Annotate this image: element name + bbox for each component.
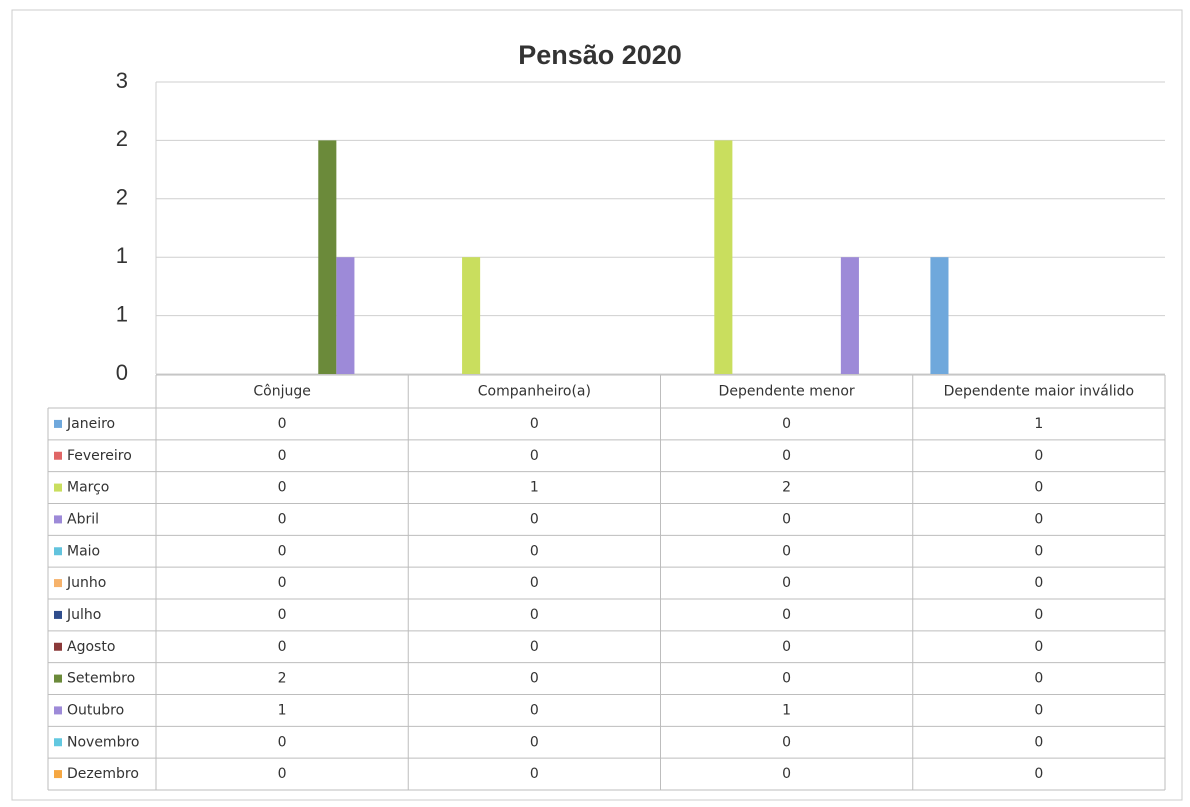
legend-swatch: [54, 610, 62, 619]
x-tick-label: Companheiro(a): [478, 384, 591, 400]
x-tick-label: Dependente maior inválido: [944, 384, 1134, 400]
table-value: 0: [1034, 671, 1043, 687]
legend-swatch: [54, 770, 62, 779]
y-tick-label: 1: [116, 301, 128, 326]
table-value: 0: [530, 734, 539, 750]
legend-swatch: [54, 483, 62, 492]
x-tick-label: Dependente menor: [719, 384, 855, 400]
bar: [930, 257, 949, 374]
table-value: 0: [278, 480, 287, 496]
legend-swatch: [54, 706, 62, 715]
bar: [318, 140, 337, 374]
table-value: 0: [782, 639, 791, 655]
table-value: 0: [1034, 607, 1043, 623]
legend-label: Novembro: [67, 734, 139, 750]
table-value: 0: [278, 734, 287, 750]
bar: [336, 257, 355, 374]
table-value: 0: [530, 702, 539, 718]
legend-label: Março: [67, 480, 109, 496]
table-value: 0: [530, 671, 539, 687]
table-value: 0: [278, 766, 287, 782]
table-value: 0: [782, 607, 791, 623]
y-tick-label: 2: [116, 185, 128, 210]
legend-label: Fevereiro: [67, 448, 132, 464]
table-value: 0: [530, 511, 539, 527]
table-value: 1: [278, 702, 287, 718]
y-tick-label: 1: [116, 243, 128, 268]
table-value: 0: [1034, 448, 1043, 464]
table-value: 0: [1034, 639, 1043, 655]
table-value: 0: [278, 448, 287, 464]
chart-frame: [11, 9, 1183, 801]
table-value: 0: [530, 448, 539, 464]
legend-label: Maio: [67, 543, 100, 559]
table-value: 0: [1034, 766, 1043, 782]
y-tick-label: 3: [116, 68, 128, 93]
legend-label: Janeiro: [66, 416, 115, 432]
legend-swatch: [54, 674, 62, 683]
table-value: 0: [1034, 702, 1043, 718]
legend-label: Abril: [67, 511, 99, 527]
table-value: 0: [1034, 543, 1043, 559]
table-value: 1: [1034, 416, 1043, 432]
table-value: 0: [782, 416, 791, 432]
y-tick-label: 2: [116, 126, 128, 151]
table-value: 0: [782, 671, 791, 687]
table-value: 0: [1034, 575, 1043, 591]
legend-swatch: [54, 451, 62, 460]
legend-label: Dezembro: [67, 766, 139, 782]
table-value: 0: [1034, 511, 1043, 527]
legend-swatch: [54, 419, 62, 428]
table-value: 0: [782, 448, 791, 464]
table-value: 0: [782, 543, 791, 559]
chart-title: Pensão 2020: [518, 40, 682, 70]
table-value: 0: [278, 416, 287, 432]
legend-label: Agosto: [67, 639, 115, 655]
legend-label: Junho: [66, 575, 106, 591]
table-value: 0: [278, 607, 287, 623]
x-tick-label: Cônjuge: [253, 384, 310, 400]
legend-label: Setembro: [67, 671, 135, 687]
table-value: 0: [278, 543, 287, 559]
bar: [840, 257, 859, 374]
table-value: 0: [278, 511, 287, 527]
legend-label: Julho: [66, 607, 101, 623]
table-value: 0: [278, 575, 287, 591]
table-value: 0: [530, 766, 539, 782]
table-value: 1: [782, 702, 791, 718]
table-value: 0: [530, 639, 539, 655]
table-value: 0: [530, 607, 539, 623]
table-value: 1: [530, 480, 539, 496]
table-value: 0: [1034, 480, 1043, 496]
table-value: 0: [530, 575, 539, 591]
table-value: 0: [1034, 734, 1043, 750]
table-value: 0: [782, 575, 791, 591]
bar: [462, 257, 481, 374]
bar: [714, 140, 733, 374]
table-value: 0: [278, 639, 287, 655]
table-value: 0: [530, 416, 539, 432]
legend-swatch: [54, 547, 62, 556]
table-value: 0: [530, 543, 539, 559]
legend-label: Outubro: [67, 702, 124, 718]
legend-swatch: [54, 515, 62, 524]
table-value: 0: [782, 734, 791, 750]
table-value: 0: [782, 511, 791, 527]
y-tick-label: 0: [116, 360, 128, 385]
table-value: 2: [782, 480, 791, 496]
table-value: 2: [278, 671, 287, 687]
legend-swatch: [54, 642, 62, 651]
legend-swatch: [54, 738, 62, 747]
table-value: 0: [782, 766, 791, 782]
legend-swatch: [54, 579, 62, 588]
